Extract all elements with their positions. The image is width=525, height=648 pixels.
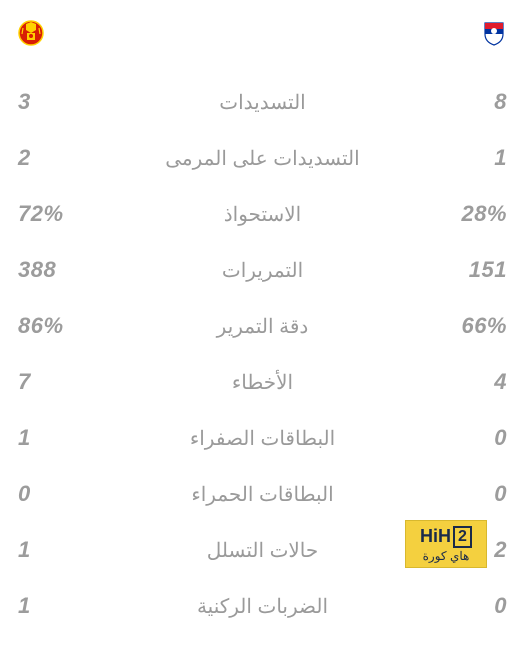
stat-right-value: 1	[437, 145, 507, 171]
stat-row: 388 التمريرات 151	[18, 242, 507, 298]
stat-row: 2 التسديدات على المرمى 1	[18, 130, 507, 186]
stat-left-value: 1	[18, 537, 88, 563]
stat-right-value: 66%	[437, 313, 507, 339]
stat-label: الاستحواذ	[88, 202, 437, 227]
stat-left-value: 72%	[18, 201, 88, 227]
stat-left-value: 1	[18, 593, 88, 619]
stat-label: حالات التسلل	[88, 538, 437, 563]
stat-row: 0 البطاقات الحمراء 0	[18, 466, 507, 522]
stat-left-value: 2	[18, 145, 88, 171]
stat-left-value: 1	[18, 425, 88, 451]
stat-label: البطاقات الصفراء	[88, 426, 437, 451]
watermark-bottom: هاي كورة	[423, 549, 470, 563]
stat-right-value: 28%	[437, 201, 507, 227]
team-right-crest	[481, 20, 507, 46]
stat-left-value: 3	[18, 89, 88, 115]
stat-label: التسديدات على المرمى	[88, 146, 437, 171]
stat-right-value: 0	[437, 425, 507, 451]
stat-label: البطاقات الحمراء	[88, 482, 437, 507]
stat-right-value: 151	[437, 257, 507, 283]
team-left-crest	[18, 20, 44, 46]
stat-label: الضربات الركنية	[88, 594, 437, 619]
stat-row: 72% الاستحواذ 28%	[18, 186, 507, 242]
stat-right-value: 0	[437, 593, 507, 619]
stat-row: 3 التسديدات 8	[18, 74, 507, 130]
team-crest-row	[18, 20, 507, 46]
stat-label: دقة التمرير	[88, 314, 437, 339]
stat-row: 1 الضربات الركنية 0	[18, 578, 507, 634]
stat-left-value: 388	[18, 257, 88, 283]
stat-right-value: 8	[437, 89, 507, 115]
stat-label: التمريرات	[88, 258, 437, 283]
stat-left-value: 7	[18, 369, 88, 395]
watermark-boxed: 2	[453, 526, 472, 548]
stat-label: الأخطاء	[88, 370, 437, 395]
watermark-badge: HiH2 هاي كورة	[405, 520, 487, 568]
stat-right-value: 0	[437, 481, 507, 507]
watermark-top: HiH2	[420, 526, 472, 548]
stat-left-value: 0	[18, 481, 88, 507]
stat-row: 86% دقة التمرير 66%	[18, 298, 507, 354]
stat-row: 7 الأخطاء 4	[18, 354, 507, 410]
stat-left-value: 86%	[18, 313, 88, 339]
watermark-text: HiH	[420, 526, 451, 547]
stat-label: التسديدات	[88, 90, 437, 115]
stat-right-value: 4	[437, 369, 507, 395]
stat-row: 1 البطاقات الصفراء 0	[18, 410, 507, 466]
